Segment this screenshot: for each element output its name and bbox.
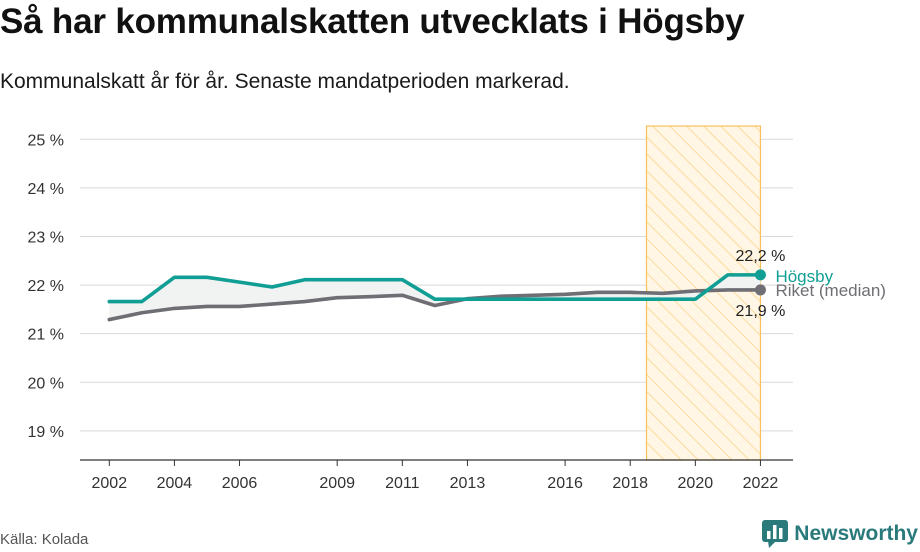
source-note: Källa: Kolada bbox=[0, 531, 89, 548]
x-tick-label: 2020 bbox=[678, 475, 714, 492]
x-tick-label: 2006 bbox=[222, 475, 258, 492]
y-tick-label: 23 % bbox=[28, 229, 64, 246]
y-tick-label: 25 % bbox=[28, 132, 64, 149]
x-tick-label: 2011 bbox=[385, 475, 420, 492]
series-end-point bbox=[754, 269, 766, 281]
x-tick-label: 2022 bbox=[743, 475, 779, 492]
chart-title: Så har kommunalskatten utvecklats i Högs… bbox=[0, 2, 745, 41]
brand-logo: Newsworthy bbox=[762, 520, 918, 548]
riket-series-name: Riket (median) bbox=[775, 281, 886, 300]
brand-name: Newsworthy bbox=[794, 522, 918, 545]
x-tick-label: 2009 bbox=[319, 475, 355, 492]
x-tick-label: 2004 bbox=[157, 475, 193, 492]
x-tick-label: 2018 bbox=[612, 475, 648, 492]
y-tick-label: 22 % bbox=[28, 278, 64, 295]
series-line bbox=[107, 273, 763, 304]
x-tick-label: 2002 bbox=[92, 475, 128, 492]
series-end-point bbox=[754, 284, 766, 296]
x-tick-label: 2016 bbox=[547, 475, 583, 492]
series-line bbox=[107, 288, 763, 322]
chart-subtitle: Kommunalskatt år för år. Senaste mandatp… bbox=[0, 70, 570, 93]
hogsby-series-name: Högsby bbox=[775, 267, 833, 286]
bar-chart-speech-bubble-icon bbox=[762, 520, 789, 548]
y-tick-label: 19 % bbox=[28, 424, 64, 441]
hogsby-value-label: 22,2 % bbox=[736, 248, 786, 265]
y-tick-label: 21 % bbox=[28, 327, 64, 344]
riket-value-label: 21,9 % bbox=[736, 303, 786, 320]
y-tick-label: 20 % bbox=[28, 375, 64, 392]
y-tick-label: 24 % bbox=[28, 181, 64, 198]
x-tick-label: 2013 bbox=[450, 475, 486, 492]
